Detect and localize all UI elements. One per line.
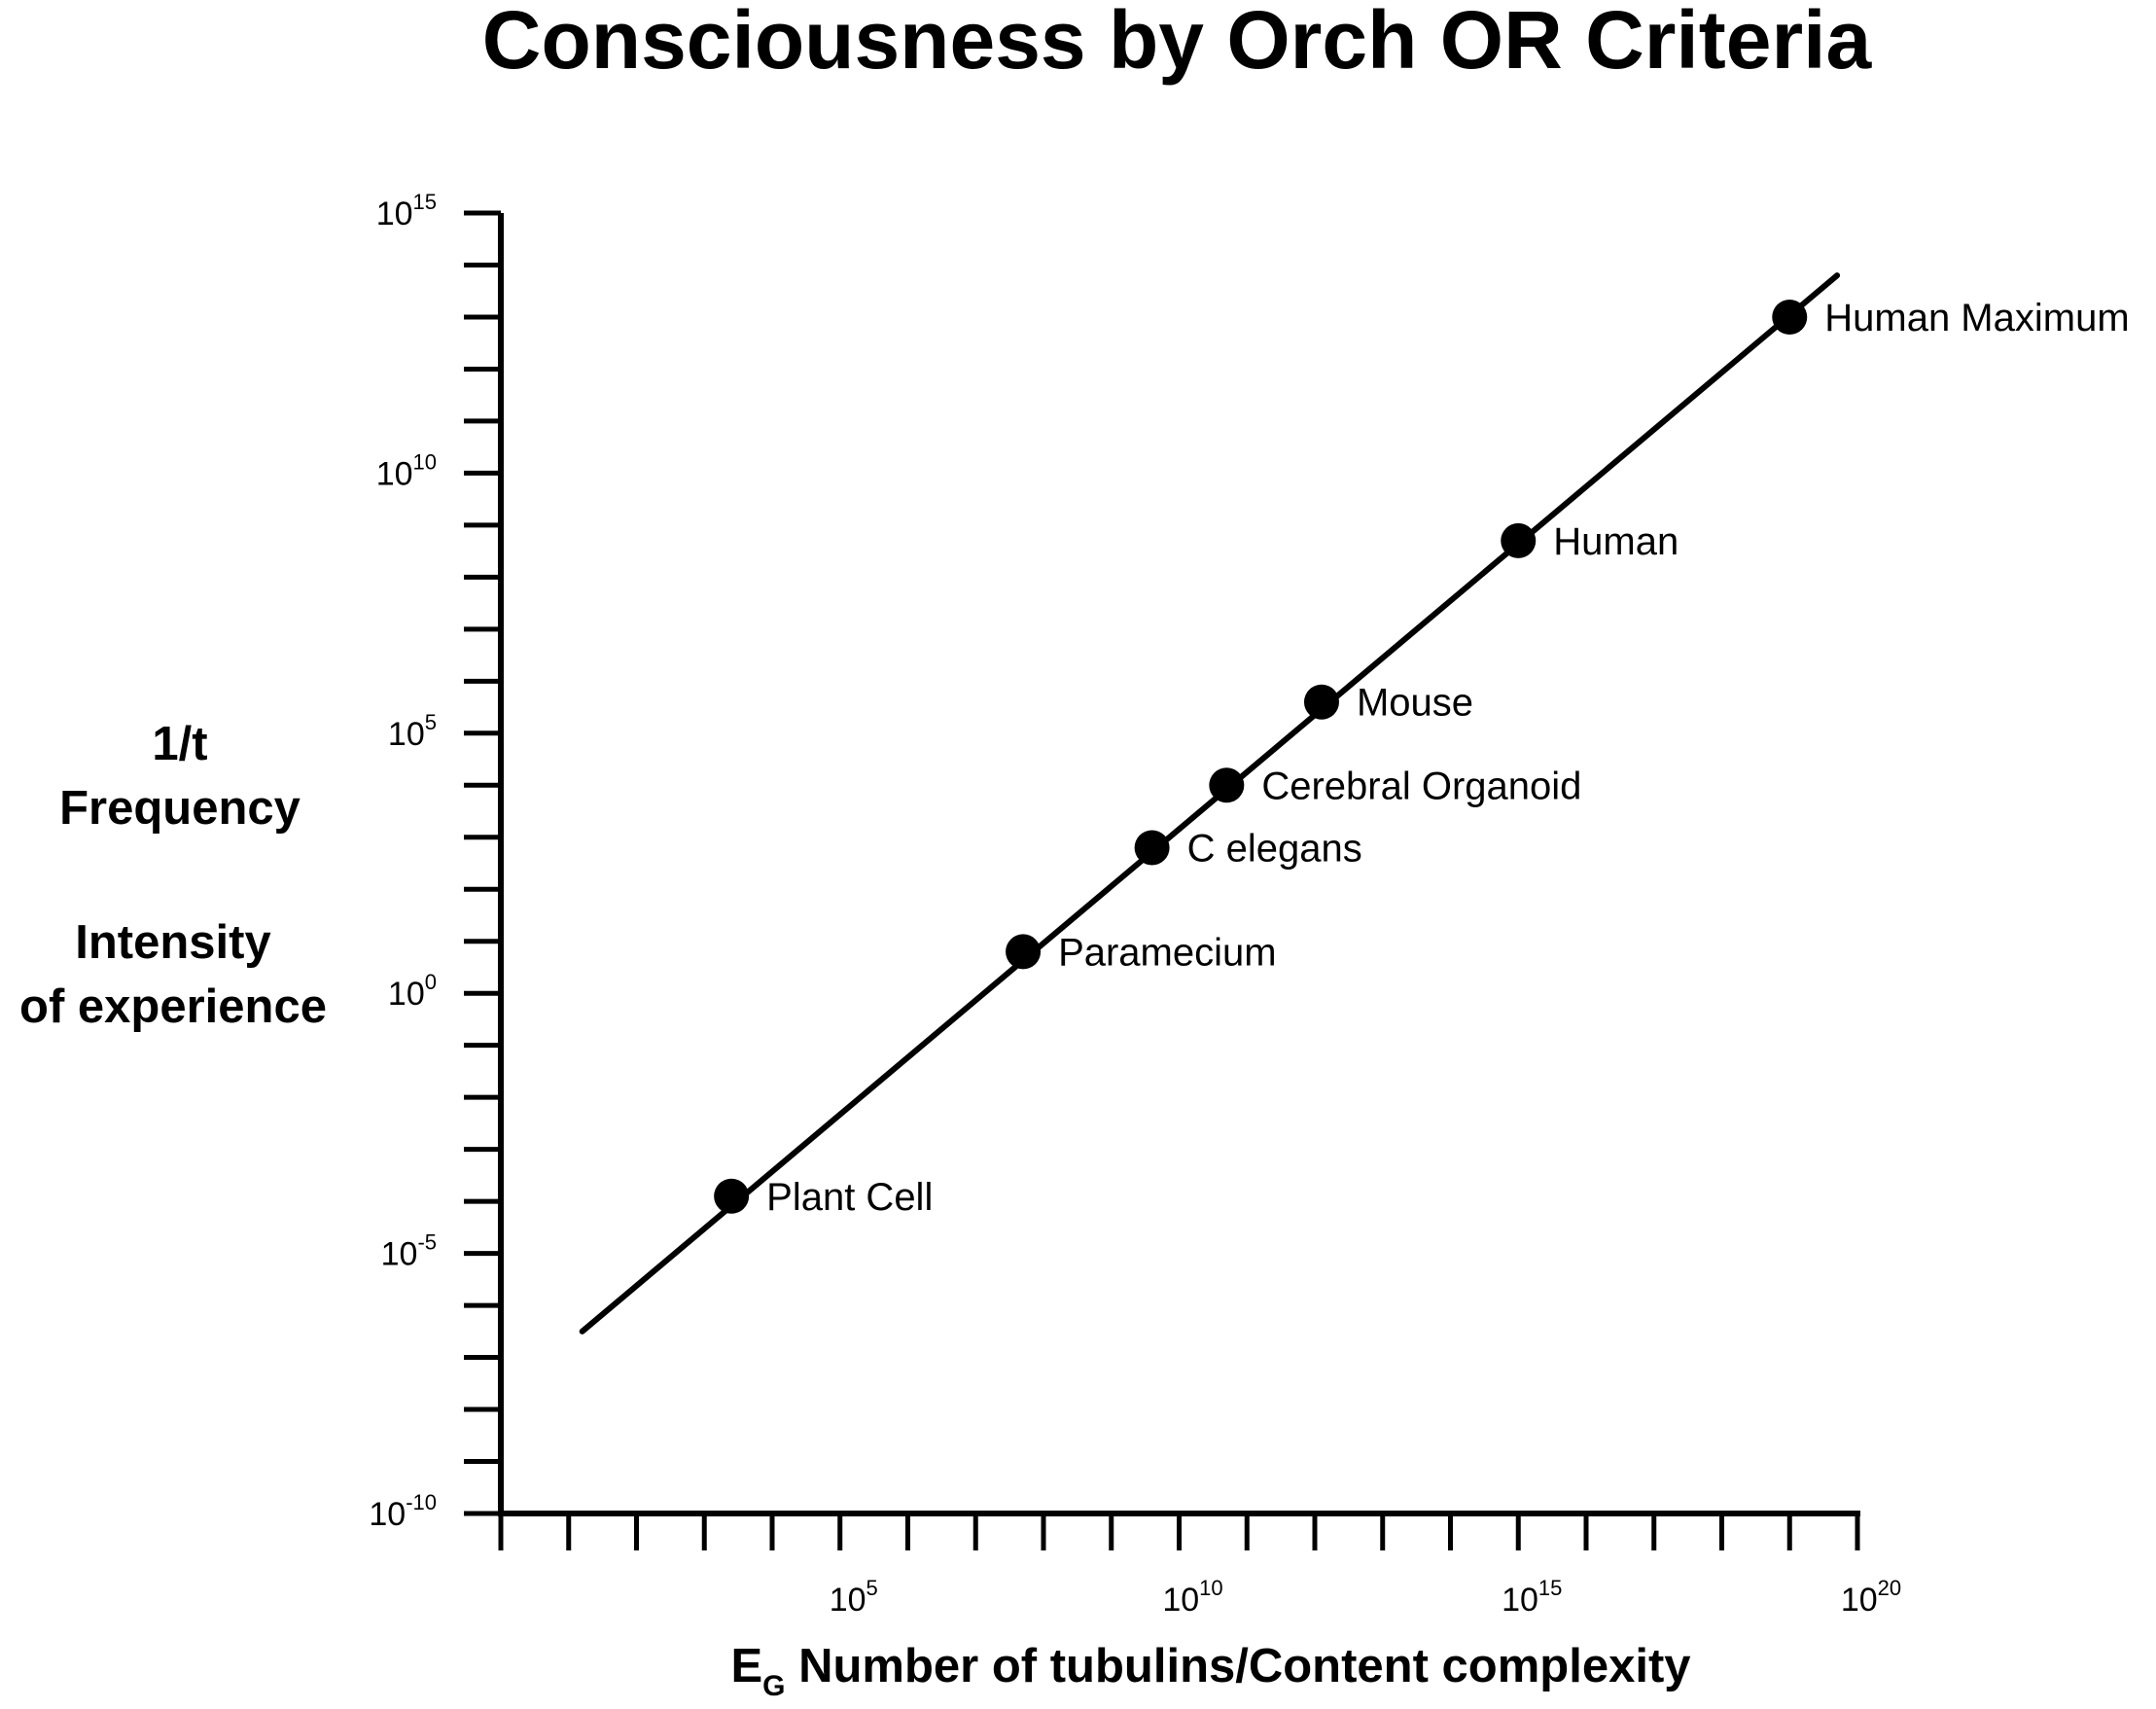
tick-base: 10	[376, 455, 413, 492]
data-point-label: Human	[1553, 520, 1679, 563]
tick-base: 10	[1841, 1582, 1878, 1619]
y-tick-label: 10-5	[381, 1230, 437, 1273]
data-point-label: Human Maximum	[1824, 297, 2129, 339]
y-tick-label: 105	[388, 710, 437, 753]
y-tick-label: 10-10	[369, 1490, 437, 1533]
x-label-rest: Number of tubulins/Content complexity	[786, 1640, 1691, 1692]
tick-exponent: -5	[417, 1230, 437, 1255]
chart-title: Consciousness by Orch OR Criteria	[482, 0, 1873, 86]
tick-exponent: 20	[1878, 1576, 1901, 1600]
y-axis-label: 1/t Frequency Intensity of experience	[19, 718, 327, 1033]
tick-exponent: 15	[413, 190, 437, 214]
x-axis-label: EG Number of tubulins/Content complexity	[730, 1640, 1690, 1702]
data-point-label: Cerebral Organoid	[1261, 765, 1581, 807]
data-point	[1209, 767, 1245, 803]
y-label-line: 1/t	[152, 718, 207, 770]
data-points: Plant Cell Paramecium C elegans Cerebral Or…	[714, 297, 2130, 1219]
y-label-line: of experience	[19, 980, 327, 1033]
x-tick-label: 1020	[1841, 1576, 1901, 1619]
tick-base: 10	[830, 1582, 866, 1619]
data-point	[1303, 684, 1339, 720]
tick-exponent: 5	[866, 1576, 878, 1600]
tick-base: 10	[369, 1496, 406, 1533]
data-point	[1134, 830, 1170, 866]
tick-exponent: -10	[406, 1490, 437, 1514]
data-point-label: Mouse	[1357, 682, 1473, 725]
data-point	[1006, 934, 1042, 970]
tick-base: 10	[376, 196, 413, 232]
axes	[498, 213, 1860, 1516]
tick-exponent: 5	[425, 710, 437, 734]
tick-exponent: 10	[1199, 1576, 1222, 1600]
data-point	[1772, 299, 1808, 335]
tick-base: 10	[388, 976, 425, 1013]
tick-base: 10	[381, 1236, 418, 1273]
trend-line	[579, 272, 1841, 1335]
tick-exponent: 10	[413, 449, 437, 474]
tick-base: 10	[388, 716, 425, 753]
tick-exponent: 0	[425, 970, 437, 994]
y-label-line: Intensity	[75, 916, 270, 969]
tick-exponent: 15	[1538, 1576, 1562, 1600]
data-point-label: Paramecium	[1058, 931, 1277, 974]
y-label-line: Frequency	[59, 782, 300, 835]
y-tick-label: 100	[388, 970, 437, 1013]
y-tick-label: 1010	[376, 449, 437, 492]
trend-line-group	[579, 272, 1841, 1335]
data-point	[714, 1178, 750, 1214]
axis-ticks	[464, 210, 1860, 1550]
tick-base: 10	[1502, 1582, 1538, 1619]
data-point	[1501, 522, 1537, 558]
x-tick-label: 105	[830, 1576, 878, 1619]
x-tick-label: 1015	[1502, 1576, 1562, 1619]
tick-base: 10	[1162, 1582, 1199, 1619]
x-label-e: E	[730, 1640, 762, 1692]
x-label-subscript: G	[762, 1670, 785, 1702]
x-tick-label: 1010	[1162, 1576, 1222, 1619]
data-point-label: Plant Cell	[766, 1176, 933, 1219]
y-tick-label: 1015	[376, 190, 437, 232]
data-point-label: C elegans	[1187, 827, 1362, 870]
